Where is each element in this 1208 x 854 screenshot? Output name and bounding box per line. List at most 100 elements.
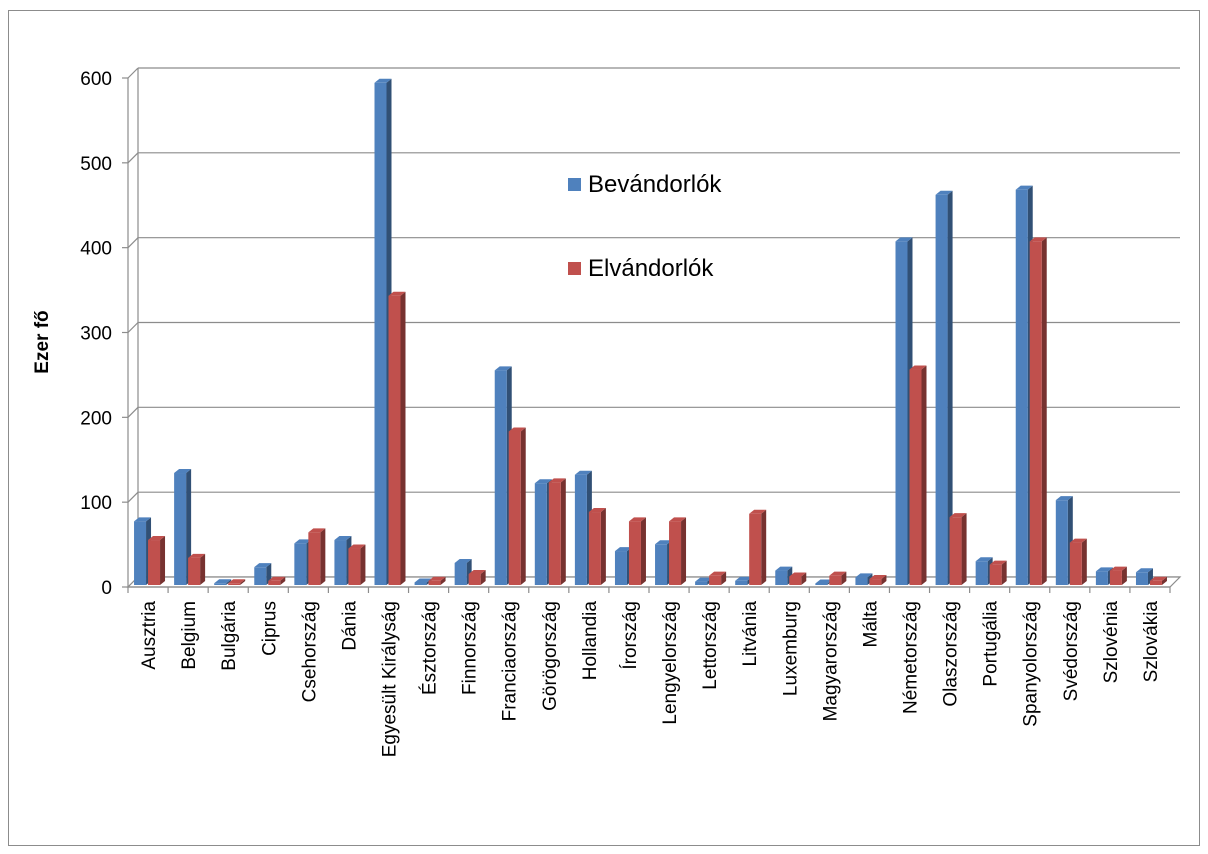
x-tick-label: Luxemburg [780, 601, 801, 696]
bar-top-bevandorlok [534, 479, 552, 484]
bar-top-bevandorlok [454, 558, 472, 563]
gridline-depth [127, 491, 139, 503]
bar-top-elvandorlok [388, 291, 406, 296]
bar-top-bevandorlok [695, 577, 713, 582]
bar-side-bevandorlok [947, 190, 953, 585]
bar-elvandorlok [989, 564, 1002, 585]
x-tick-label: Hollandia [580, 601, 601, 681]
bar-elvandorlok [148, 540, 161, 585]
x-tick-label: Írország [620, 601, 641, 670]
bar-top-bevandorlok [1095, 567, 1113, 572]
x-tick-label: Portugália [981, 601, 1002, 687]
bar-side-elvandorlok [721, 571, 727, 585]
bar-top-bevandorlok [935, 190, 953, 195]
bar-top-elvandorlok [228, 579, 246, 584]
bar-top-elvandorlok [1109, 566, 1127, 571]
bar-top-elvandorlok [508, 427, 526, 432]
x-tick-label: Málta [860, 601, 881, 648]
x-tick-label: Olaszország [941, 601, 962, 707]
x-tick-label: Dánia [339, 601, 360, 651]
bar-side-elvandorlok [1121, 566, 1127, 585]
bar-top-elvandorlok [588, 508, 606, 513]
bar-side-elvandorlok [200, 553, 206, 585]
bar-side-elvandorlok [520, 427, 526, 585]
bar-top-elvandorlok [709, 571, 727, 576]
gridline-depth [127, 237, 139, 249]
bar-top-elvandorlok [749, 509, 767, 514]
bar-bevandorlok [374, 82, 387, 585]
bar-bevandorlok [895, 241, 908, 586]
bar-top-bevandorlok [494, 366, 512, 371]
bar-top-bevandorlok [975, 557, 993, 562]
x-tick-label: Szlovénia [1101, 601, 1122, 684]
bar-top-elvandorlok [148, 536, 166, 541]
bar-top-elvandorlok [949, 513, 967, 518]
bar-side-elvandorlok [1081, 538, 1087, 585]
x-tick-label: Franciaország [500, 601, 521, 721]
x-tick-label: Spanyolország [1021, 601, 1042, 727]
x-tick-label: Görögország [540, 601, 561, 711]
bar-bevandorlok [414, 582, 427, 585]
bar-top-elvandorlok [308, 528, 326, 533]
y-tick-label: 100 [80, 493, 112, 514]
bar-elvandorlok [669, 521, 682, 585]
bar-elvandorlok [1109, 570, 1122, 585]
bar-top-bevandorlok [374, 78, 392, 83]
bar-elvandorlok [588, 512, 601, 585]
x-tick-label: Litvánia [740, 601, 761, 667]
bar-elvandorlok [228, 583, 241, 585]
bar-top-elvandorlok [1149, 576, 1167, 581]
bar-side-elvandorlok [1161, 576, 1167, 585]
bar-top-elvandorlok [468, 569, 486, 574]
bar-elvandorlok [789, 576, 802, 585]
bar-bevandorlok [334, 540, 347, 585]
bar-elvandorlok [428, 580, 441, 585]
x-tick-label: Egyesült Királyság [380, 601, 401, 757]
bar-bevandorlok [1135, 572, 1148, 585]
bar-top-elvandorlok [628, 517, 646, 522]
legend-swatch-elvandorlok [568, 262, 581, 275]
legend-swatch-bevandorlok [568, 178, 581, 191]
bar-elvandorlok [628, 521, 641, 585]
gridline-depth [127, 322, 139, 333]
bar-bevandorlok [695, 581, 708, 585]
bar-top-bevandorlok [1135, 568, 1153, 573]
bar-top-elvandorlok [428, 576, 446, 581]
bar-top-bevandorlok [775, 566, 793, 571]
bar-top-bevandorlok [1015, 185, 1033, 190]
bar-bevandorlok [134, 521, 147, 585]
bar-bevandorlok [975, 561, 988, 585]
y-tick-label: 400 [80, 239, 112, 260]
bar-bevandorlok [574, 474, 587, 585]
bar-top-elvandorlok [989, 560, 1007, 565]
bar-side-elvandorlok [360, 544, 366, 585]
bar-elvandorlok [1069, 542, 1082, 585]
bar-top-elvandorlok [1069, 538, 1087, 543]
x-tick-label: Németország [901, 601, 922, 714]
x-tick-label: Lengyelország [660, 601, 681, 725]
bar-top-elvandorlok [188, 553, 206, 558]
bar-bevandorlok [1015, 189, 1028, 585]
bar-side-bevandorlok [226, 579, 232, 585]
bar-side-elvandorlok [801, 572, 807, 585]
x-tick-label: Csehország [299, 601, 320, 702]
y-tick-label: 600 [80, 69, 112, 90]
bar-top-bevandorlok [294, 539, 312, 544]
bar-bevandorlok [294, 543, 307, 585]
y-tick-label: 200 [80, 408, 112, 429]
x-tick-label: Magyarország [820, 601, 841, 721]
chart-frame [8, 10, 1200, 846]
bar-top-elvandorlok [348, 544, 366, 549]
y-tick-label: 300 [80, 324, 112, 345]
bar-bevandorlok [775, 570, 788, 585]
gridline-depth [127, 406, 139, 418]
bar-side-bevandorlok [186, 469, 192, 585]
bar-top-elvandorlok [789, 572, 807, 577]
bar-bevandorlok [815, 583, 828, 585]
bar-elvandorlok [548, 482, 561, 585]
bar-top-elvandorlok [1029, 237, 1047, 242]
x-tick-label: Finnország [460, 601, 481, 695]
bar-elvandorlok [869, 579, 882, 585]
bar-elvandorlok [749, 513, 762, 585]
legend-entry: Elvándorlók [588, 255, 714, 282]
